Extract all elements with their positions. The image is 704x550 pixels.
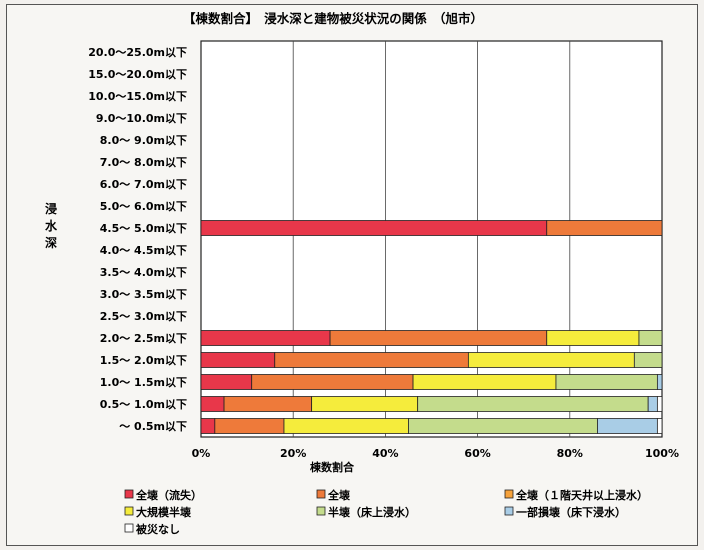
stacked-bar-chart: 【棟数割合】 浸水深と建物被災状況の関係 （旭市） 浸水深 棟数割合 20.0～…	[45, 11, 679, 536]
legend-swatch	[504, 506, 514, 516]
gridlines	[292, 41, 571, 437]
bar-segment	[283, 418, 409, 434]
bar-segment	[329, 330, 548, 346]
bar-segment	[200, 374, 253, 390]
y-tick-label: 4.5～ 5.0m以下	[100, 222, 187, 235]
legend-swatch	[316, 489, 326, 499]
y-tick-label: 5.0～ 6.0m以下	[100, 200, 187, 213]
legend-swatch	[124, 489, 134, 499]
y-tick-label: 3.5～ 4.0m以下	[100, 266, 187, 279]
y-tick-label: 1.0～ 1.5m以下	[100, 376, 187, 389]
legend-label: 一部損壊（床下浸水）	[516, 505, 626, 519]
bar-segment	[633, 352, 663, 368]
y-tick-labels: 20.0～25.0m以下 15.0～20.0m以下 10.0～15.0m以下 9.0～…	[88, 46, 187, 433]
x-tick-label: 0%	[192, 447, 211, 460]
bar-segment	[656, 396, 663, 412]
y-tick-label: 15.0～20.0m以下	[88, 68, 187, 81]
legend-label: 被災なし	[136, 522, 180, 536]
y-tick-label: 2.5～ 3.0m以下	[100, 310, 187, 323]
plot-area	[200, 40, 663, 438]
legend-label: 全壊（流失）	[135, 488, 202, 502]
bar-segment	[467, 352, 635, 368]
bar-segment	[274, 352, 469, 368]
bar-segment	[251, 374, 414, 390]
legend: 全壊（流失） 全壊 全壊（１階天井以上浸水） 大規模半壊 半壊（床上浸水） 一部損壊（床下…	[124, 488, 648, 536]
bar-segment	[417, 396, 649, 412]
bar-segment	[311, 396, 419, 412]
bar-segment	[638, 330, 663, 346]
y-tick-label: 9.0～10.0m以下	[96, 112, 187, 125]
y-tick-label: 1.5～ 2.0m以下	[100, 354, 187, 367]
bar-segment	[408, 418, 598, 434]
bars	[200, 220, 663, 434]
legend-label: 半壊（床上浸水）	[328, 505, 416, 519]
x-tick-label: 20%	[280, 447, 306, 460]
chart-title: 【棟数割合】 浸水深と建物被災状況の関係 （旭市）	[183, 11, 483, 26]
y-tick-label: 8.0～ 9.0m以下	[100, 134, 187, 147]
bar-segment	[200, 418, 216, 434]
y-tick-label: 3.0～ 3.5m以下	[100, 288, 187, 301]
legend-label: 全壊（１階天井以上浸水）	[515, 488, 648, 502]
bar-segment	[223, 396, 313, 412]
bar-segment	[647, 396, 658, 412]
bar-segment	[546, 220, 663, 236]
legend-swatch	[124, 506, 134, 516]
y-axis-label: 浸水深	[45, 201, 58, 250]
x-tick-label: 100%	[645, 447, 679, 460]
x-tick-label: 40%	[372, 447, 398, 460]
plot-background	[200, 40, 663, 438]
bar-segment	[200, 220, 548, 236]
legend-swatch	[316, 506, 326, 516]
y-tick-label: 2.0～ 2.5m以下	[100, 332, 187, 345]
chart-frame: 【棟数割合】 浸水深と建物被災状況の関係 （旭市） 浸水深 棟数割合 20.0～…	[6, 4, 698, 546]
y-tick-label: 7.0～ 8.0m以下	[100, 156, 187, 169]
y-tick-label: 20.0～25.0m以下	[88, 46, 187, 59]
bar-segment	[214, 418, 285, 434]
legend-swatch	[504, 489, 514, 499]
y-tick-label: 0.5～ 1.0m以下	[100, 398, 187, 411]
x-axis-label: 棟数割合	[310, 460, 355, 474]
x-tick-label: 60%	[464, 447, 490, 460]
bar-segment	[546, 330, 640, 346]
bar-segment	[200, 352, 276, 368]
bar-segment	[656, 418, 663, 434]
legend-swatch	[124, 523, 134, 533]
y-tick-label: 4.0～ 4.5m以下	[100, 244, 187, 257]
bar-segment	[656, 374, 663, 390]
bar-segment	[412, 374, 557, 390]
x-tick-labels: 0% 20% 40% 60% 80% 100%	[192, 447, 679, 460]
bar-segment	[555, 374, 658, 390]
bar-segment	[200, 330, 331, 346]
bar-segment	[200, 396, 225, 412]
legend-label: 大規模半壊	[136, 505, 192, 519]
legend-label: 全壊	[327, 488, 351, 502]
bar-segment	[597, 418, 658, 434]
y-tick-label: ～ 0.5m以下	[119, 420, 187, 433]
y-tick-label: 10.0～15.0m以下	[88, 90, 187, 103]
x-tick-label: 80%	[557, 447, 583, 460]
y-tick-label: 6.0～ 7.0m以下	[100, 178, 187, 191]
